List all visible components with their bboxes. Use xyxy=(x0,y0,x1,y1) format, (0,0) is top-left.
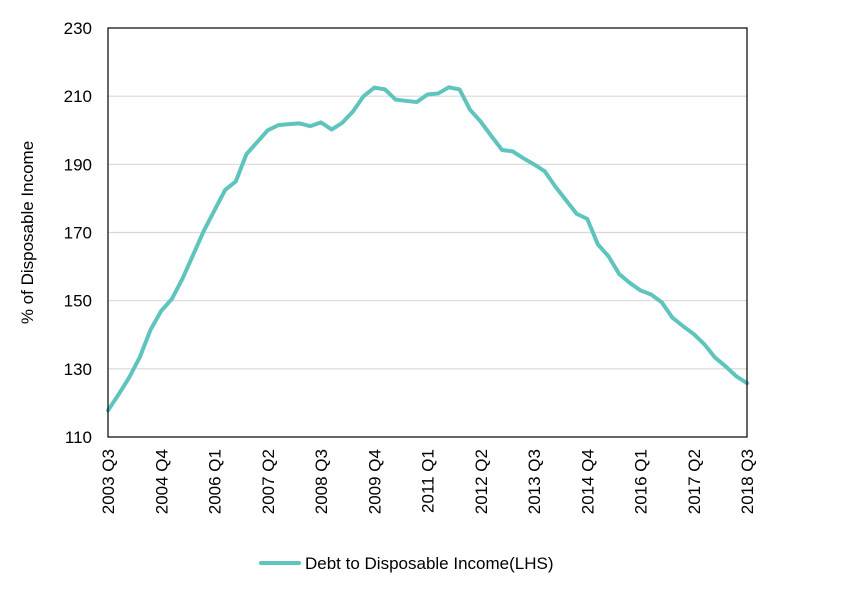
y-axis-ticks: 110 130 150 170 190 210 230 xyxy=(64,19,92,447)
data-point xyxy=(245,153,248,155)
data-point xyxy=(565,199,567,201)
x-tick-label: 2003 Q3 xyxy=(99,449,118,514)
data-point xyxy=(150,329,152,331)
data-point xyxy=(235,180,237,182)
data-point xyxy=(256,141,258,143)
y-tick-label: 130 xyxy=(64,360,92,379)
series-group xyxy=(106,85,749,413)
x-tick-label: 2014 Q4 xyxy=(578,449,597,514)
data-point xyxy=(171,298,173,300)
data-point xyxy=(501,149,503,151)
data-point xyxy=(426,93,429,96)
data-point xyxy=(607,255,610,257)
y-tick-label: 110 xyxy=(65,428,92,447)
data-point xyxy=(544,170,546,172)
legend: Debt to Disposable Income(LHS) xyxy=(259,554,554,573)
x-tick-label: 2018 Q3 xyxy=(738,449,757,514)
y-tick-label: 190 xyxy=(64,155,92,174)
x-tick-label: 2017 Q2 xyxy=(685,449,704,514)
data-point xyxy=(682,325,684,327)
data-point xyxy=(352,110,354,113)
data-point xyxy=(725,365,727,368)
data-point xyxy=(661,301,663,303)
data-point xyxy=(384,88,386,90)
data-point xyxy=(331,128,333,131)
y-tick-label: 230 xyxy=(64,19,92,38)
data-point xyxy=(597,243,599,246)
y-axis-label: % of Disposable Income xyxy=(18,141,37,324)
x-tick-label: 2012 Q2 xyxy=(472,449,491,514)
x-tick-label: 2007 Q2 xyxy=(259,449,278,514)
data-point xyxy=(639,289,642,292)
data-point xyxy=(181,277,184,280)
y-tick-label: 210 xyxy=(64,87,92,106)
data-point xyxy=(373,87,375,89)
x-axis-ticks: 2003 Q3 2004 Q4 2006 Q1 2007 Q2 2008 Q3 2009 … xyxy=(99,449,757,514)
data-point xyxy=(714,356,716,359)
data-point xyxy=(160,310,162,312)
data-point xyxy=(394,98,397,101)
data-point xyxy=(576,213,578,215)
data-point xyxy=(288,123,290,125)
x-tick-label: 2004 Q4 xyxy=(152,449,171,514)
data-point xyxy=(618,273,620,275)
x-tick-label: 2009 Q4 xyxy=(365,449,384,514)
data-point xyxy=(490,135,492,137)
data-point xyxy=(735,375,737,377)
data-point xyxy=(224,189,226,191)
data-point xyxy=(533,163,535,165)
data-point xyxy=(203,230,205,232)
y-tick-label: 170 xyxy=(64,224,92,243)
data-point xyxy=(586,218,588,220)
x-tick-label: 2006 Q1 xyxy=(206,449,225,514)
data-point xyxy=(512,150,514,152)
data-point xyxy=(341,122,343,124)
data-point xyxy=(629,282,631,284)
data-point xyxy=(671,317,674,319)
data-point xyxy=(192,254,194,256)
data-point xyxy=(118,393,120,395)
data-point xyxy=(693,333,695,335)
y-tick-label: 150 xyxy=(64,292,92,311)
data-point xyxy=(320,121,322,124)
data-point xyxy=(458,88,461,90)
x-tick-label: 2008 Q3 xyxy=(312,449,331,514)
x-tick-label: 2011 Q1 xyxy=(419,449,438,513)
data-point xyxy=(299,122,301,125)
x-tick-label: 2016 Q1 xyxy=(632,449,651,514)
data-point xyxy=(213,209,216,211)
data-point xyxy=(650,293,652,296)
data-point xyxy=(554,185,556,188)
data-point xyxy=(277,124,279,126)
legend-label: Debt to Disposable Income(LHS) xyxy=(305,554,554,573)
data-point xyxy=(128,376,130,378)
data-point xyxy=(522,157,524,159)
data-point xyxy=(405,100,407,102)
x-tick-label: 2013 Q3 xyxy=(525,449,544,514)
data-point xyxy=(448,86,450,88)
series-line-0 xyxy=(106,85,749,413)
data-point xyxy=(480,121,482,123)
data-point xyxy=(703,343,706,345)
plot-area-frame xyxy=(107,27,748,438)
data-point xyxy=(267,129,269,131)
data-point xyxy=(363,95,365,97)
data-point xyxy=(309,125,311,127)
data-point xyxy=(469,109,471,111)
data-point xyxy=(437,92,439,95)
data-point xyxy=(139,356,141,358)
data-point xyxy=(416,101,418,103)
